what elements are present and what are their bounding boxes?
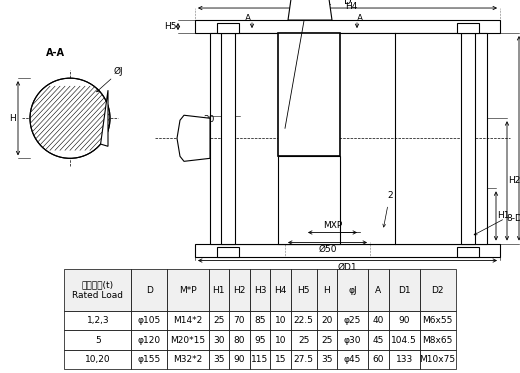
Text: ØD1: ØD1: [337, 263, 357, 272]
Text: MXP: MXP: [323, 222, 342, 231]
Text: 2: 2: [387, 191, 393, 200]
Polygon shape: [177, 115, 210, 162]
Text: H2: H2: [508, 176, 520, 185]
Text: A: A: [245, 14, 251, 23]
Text: H1: H1: [497, 211, 510, 220]
Bar: [457, 247, 479, 257]
Text: D: D: [344, 0, 352, 6]
Bar: [457, 23, 479, 33]
Polygon shape: [288, 0, 332, 20]
Bar: [278, 156, 340, 244]
Text: H: H: [9, 114, 16, 123]
Bar: [217, 247, 239, 257]
Text: H5: H5: [164, 22, 177, 31]
Text: H4: H4: [345, 1, 357, 10]
Bar: [221, 33, 235, 244]
Bar: [278, 33, 340, 156]
Text: 8-D2: 8-D2: [506, 214, 520, 223]
Polygon shape: [100, 90, 108, 146]
Bar: [195, 20, 500, 33]
Bar: [195, 244, 500, 257]
Circle shape: [30, 78, 110, 158]
Text: Ø50: Ø50: [318, 245, 337, 254]
Bar: [210, 33, 487, 244]
Text: 20: 20: [203, 115, 215, 124]
Text: ØJ: ØJ: [114, 67, 124, 76]
Bar: [461, 33, 475, 244]
Text: A: A: [357, 14, 363, 23]
Text: A-A: A-A: [46, 48, 64, 58]
Bar: [217, 23, 239, 33]
